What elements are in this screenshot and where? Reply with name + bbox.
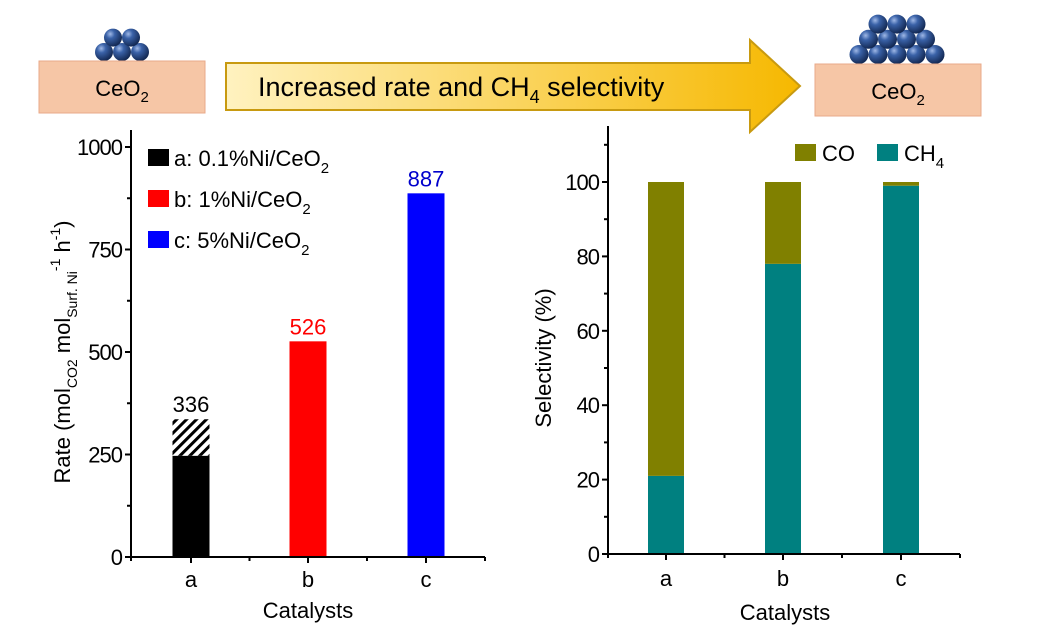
rate-axes: 0 250 500 750 1000 a b c	[77, 130, 486, 592]
rate-legend: a: 0.1%Ni/CeO2 b: 1%Ni/CeO2 c: 5%Ni/CeO2	[148, 146, 329, 259]
selectivity-legend: CO CH4	[795, 141, 944, 172]
left-ceo2-support	[38, 60, 206, 114]
legend-label-a: a: 0.1%Ni/CeO2	[174, 146, 329, 177]
legend-label-b: b: 1%Ni/CeO2	[174, 187, 311, 218]
bar-b	[289, 341, 327, 557]
y-tick-label: 100	[565, 170, 599, 195]
legend-swatch-b	[148, 190, 169, 207]
y-tick-label: 250	[88, 443, 122, 468]
rate-y-axis-title: Rate (molCO2 molSurf. Ni-1 h-1)	[47, 221, 80, 484]
ni-particle-icon	[906, 45, 926, 64]
bar-a-co	[648, 182, 684, 476]
progress-arrow	[225, 37, 802, 135]
data-label-b: 526	[290, 314, 327, 339]
y-tick-label: 40	[577, 393, 600, 418]
arrow-text: Increased rate and CH4 selectivity	[258, 72, 665, 107]
y-tick-label: 80	[577, 244, 600, 269]
legend-label-ch4: CH4	[904, 141, 944, 172]
left-support-label: CeO2	[95, 76, 149, 106]
selectivity-axes: 0 20 40 60 80 100 a b c	[565, 126, 961, 591]
x-tick-label: c	[896, 566, 907, 591]
data-label-c: 887	[408, 166, 445, 191]
ni-particle-icon	[887, 14, 907, 34]
ni-particle-icon	[104, 28, 122, 47]
legend-swatch-a	[148, 149, 169, 166]
y-tick-label: 750	[88, 238, 122, 263]
data-label-a: 336	[173, 392, 210, 417]
ni-particle-icon	[897, 29, 916, 49]
selectivity-x-axis-title: Catalysts	[740, 600, 830, 625]
legend-label-co: CO	[822, 141, 855, 166]
selectivity-bars	[648, 182, 919, 554]
y-tick-label: 0	[588, 542, 600, 567]
y-tick-label: 60	[577, 319, 600, 344]
ni-particle-icon	[887, 45, 907, 64]
bar-b-co	[765, 182, 801, 264]
x-tick-label: c	[421, 567, 432, 592]
ni-particle-icon	[916, 29, 935, 49]
left-particles	[95, 28, 149, 61]
bar-b-ch4	[765, 263, 801, 554]
y-tick-label: 500	[88, 340, 122, 365]
x-tick-label: a	[185, 567, 198, 592]
bar-a-ch4	[648, 475, 684, 554]
y-tick-label: 20	[577, 468, 600, 493]
right-support-label: CeO2	[871, 79, 925, 109]
ni-particle-icon	[113, 43, 131, 61]
legend-swatch-c	[148, 231, 169, 248]
ni-particle-icon	[868, 45, 888, 64]
bar-a-hatched-segment	[172, 419, 210, 456]
y-tick-label: 1000	[77, 135, 123, 160]
legend-swatch-co	[795, 144, 816, 161]
bar-c-co	[883, 182, 919, 186]
right-particles	[849, 14, 945, 64]
ni-particle-icon	[849, 45, 869, 64]
right-ceo2-support	[814, 63, 982, 117]
legend-swatch-ch4	[877, 144, 898, 161]
ni-particle-icon	[906, 14, 926, 34]
bar-c-ch4	[883, 185, 919, 554]
ni-particle-icon	[95, 43, 113, 61]
x-tick-label: a	[660, 566, 673, 591]
scheme: CeO2 Increased rate and CH4 selectivity …	[38, 14, 982, 135]
bar-c	[407, 193, 445, 557]
ni-particle-icon	[878, 29, 897, 49]
ni-particle-icon	[868, 14, 888, 34]
selectivity-chart: 0 20 40 60 80 100 a b c CO CH4 Catalysts Selectiv…	[531, 126, 961, 625]
ni-particle-icon	[859, 29, 878, 49]
x-tick-label: b	[777, 566, 789, 591]
ni-particle-icon	[122, 28, 140, 47]
ni-particle-icon	[925, 45, 945, 64]
selectivity-y-axis-title: Selectivity (%)	[531, 288, 556, 427]
legend-label-c: c: 5%Ni/CeO2	[174, 228, 310, 259]
ni-particle-icon	[131, 43, 149, 61]
bar-a	[172, 455, 210, 557]
rate-x-axis-title: Catalysts	[263, 598, 353, 623]
rate-bars: 336 526 887	[172, 166, 445, 557]
x-tick-label: b	[302, 567, 314, 592]
y-tick-label: 0	[111, 545, 123, 570]
rate-chart: 336 526 887 0 250 500 750 1000 a b c a: 0.1%Ni/Ce…	[47, 130, 486, 623]
